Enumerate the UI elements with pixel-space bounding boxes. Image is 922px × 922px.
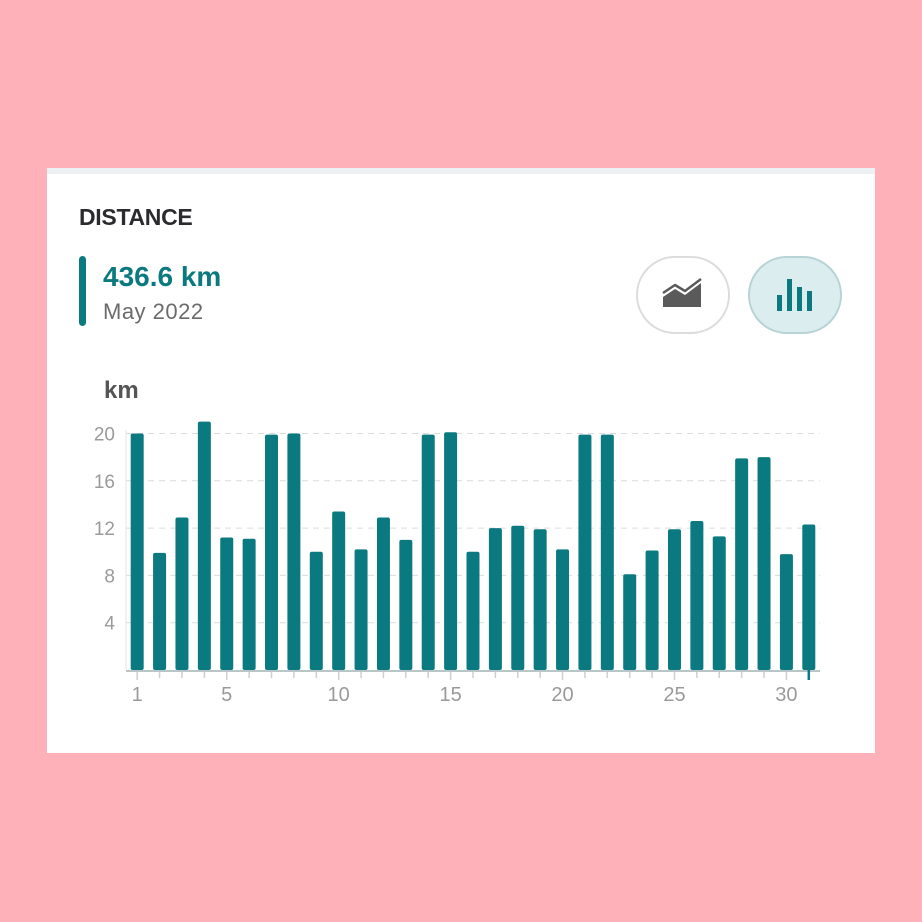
- bar: [578, 434, 592, 670]
- period-label: May 2022: [103, 299, 204, 324]
- y-tick-label: 8: [104, 566, 115, 587]
- bar: [488, 528, 502, 670]
- bar: [130, 433, 144, 670]
- card-title: DISTANCE: [79, 204, 193, 230]
- bar: [735, 458, 749, 670]
- y-axis-label: km: [104, 377, 139, 404]
- y-tick-label: 16: [94, 472, 115, 493]
- bar: [220, 537, 234, 670]
- bar: [556, 549, 570, 670]
- bar: [242, 538, 256, 670]
- summary-accent-bar: [79, 256, 86, 326]
- bar: [600, 434, 614, 670]
- x-tick-label: 10: [328, 684, 350, 706]
- y-tick-label: 12: [94, 519, 115, 540]
- bar: [623, 574, 637, 670]
- x-tick-label: 20: [551, 684, 573, 706]
- bar: [757, 457, 771, 670]
- bar-chart-icon: [775, 275, 815, 316]
- bar: [533, 529, 547, 670]
- bar: [175, 517, 189, 670]
- card-top-border: [47, 168, 875, 174]
- distance-bar-chart: km 4 8 12 16 20 1 5 10 15 20 25 30: [47, 363, 875, 723]
- bar: [287, 433, 301, 670]
- area-chart-icon: [661, 277, 705, 314]
- x-tick-label: 15: [439, 684, 461, 706]
- x-tick-label: 30: [775, 684, 797, 706]
- bar: [153, 552, 167, 670]
- bar: [421, 434, 435, 670]
- bar: [197, 421, 211, 670]
- x-tick-label: 1: [132, 684, 143, 706]
- bar: [690, 520, 704, 670]
- y-tick-label: 20: [94, 424, 115, 445]
- bar: [712, 536, 726, 670]
- bar: [399, 539, 413, 670]
- bar-chart-toggle-button[interactable]: [748, 256, 842, 334]
- bar: [376, 517, 390, 670]
- area-chart-toggle-button[interactable]: [636, 256, 730, 334]
- bar: [466, 551, 480, 670]
- x-tick-label: 5: [221, 684, 232, 706]
- y-tick-label: 4: [104, 614, 115, 635]
- distance-card: DISTANCE 436.6 km May 2022 km 4 8 12 16 20 1 5 1…: [47, 168, 875, 753]
- bar: [354, 549, 368, 670]
- bar: [511, 525, 525, 670]
- total-distance: 436.6 km: [103, 261, 222, 292]
- bar: [265, 434, 279, 670]
- bar: [779, 554, 793, 670]
- bar: [802, 524, 816, 670]
- bar: [332, 511, 346, 670]
- bar: [667, 529, 681, 670]
- bar: [444, 432, 458, 670]
- bar: [645, 550, 659, 670]
- x-tick-label: 25: [663, 684, 685, 706]
- bar: [309, 551, 323, 670]
